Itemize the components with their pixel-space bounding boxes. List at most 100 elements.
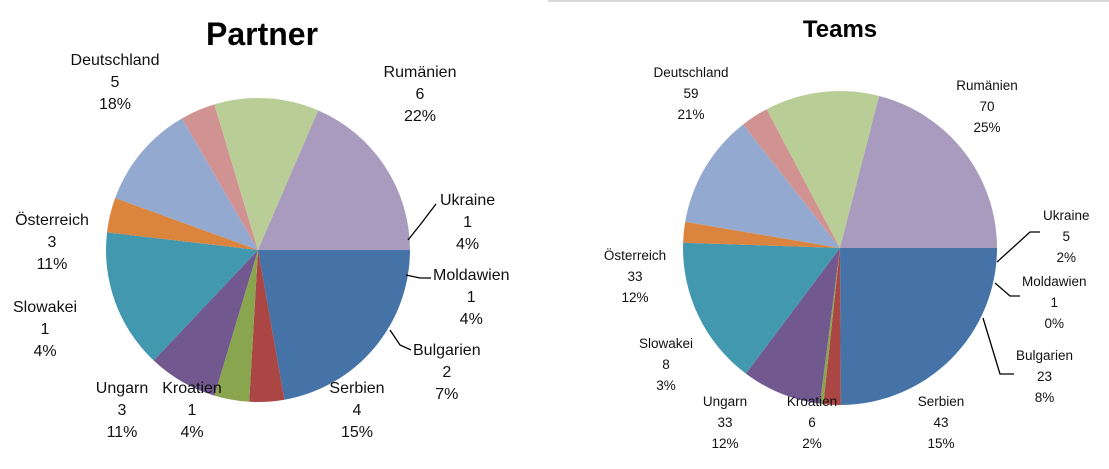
label-category: Slowakei bbox=[12, 299, 78, 316]
leader-line bbox=[405, 274, 431, 279]
pie-slice-partner-9 bbox=[258, 110, 410, 250]
label-value: 6 bbox=[415, 86, 425, 103]
label-category: Bulgarien bbox=[1016, 348, 1074, 363]
chart-title-partner: Partner bbox=[205, 16, 319, 52]
label-category: Ukraine bbox=[1043, 208, 1090, 223]
pie-slice-teams-9 bbox=[840, 95, 997, 248]
pie-slice-partner-3 bbox=[153, 250, 258, 396]
pie-slice-partner-2 bbox=[214, 250, 258, 402]
label-value: 33 bbox=[717, 415, 733, 430]
label-percent: 2% bbox=[1056, 250, 1077, 265]
label-percent: 8% bbox=[1034, 390, 1055, 405]
label-category: Bulgarien bbox=[413, 342, 481, 359]
data-label: Rumänien 70 25% bbox=[956, 75, 1018, 138]
label-percent: 11% bbox=[106, 424, 138, 441]
leader-line bbox=[994, 282, 1020, 297]
label-percent: 11% bbox=[36, 256, 68, 273]
label-category: Ukraine bbox=[440, 192, 496, 209]
pie-slice-partner-1 bbox=[249, 250, 285, 402]
label-category: Moldawien bbox=[1022, 274, 1087, 289]
pie-slice-teams-8 bbox=[766, 90, 880, 248]
data-label: Bulgarien 2 7% bbox=[413, 340, 481, 406]
label-value: 1 bbox=[466, 289, 476, 306]
pie-slice-partner-8 bbox=[214, 98, 319, 250]
label-value: 33 bbox=[627, 269, 643, 284]
pie-slice-teams-7 bbox=[743, 109, 840, 249]
label-percent: 21% bbox=[677, 107, 705, 122]
label-percent: 12% bbox=[621, 290, 649, 305]
label-percent: 15% bbox=[340, 424, 374, 441]
label-value: 59 bbox=[683, 86, 699, 101]
label-value: 3 bbox=[117, 402, 127, 419]
pie-slice-partner-0 bbox=[258, 250, 410, 400]
label-value: 8 bbox=[662, 357, 670, 372]
label-category: Ungarn bbox=[95, 380, 149, 397]
chart-title-teams: Teams bbox=[802, 16, 878, 43]
data-label: Deutschland 59 21% bbox=[653, 62, 728, 125]
label-category: Serbien bbox=[329, 380, 385, 397]
label-category: Deutschland bbox=[653, 65, 729, 80]
pie-slice-teams-4 bbox=[683, 242, 840, 374]
data-label: Ungarn 3 11% bbox=[96, 378, 148, 444]
data-label: Deutschland 5 18% bbox=[71, 50, 160, 116]
label-percent: 12% bbox=[711, 436, 739, 451]
data-label: Moldawien 1 4% bbox=[433, 265, 509, 331]
data-label: Slowakei 1 4% bbox=[13, 297, 77, 363]
label-category: Moldawien bbox=[433, 267, 510, 284]
label-value: 5 bbox=[110, 74, 120, 91]
data-label: Serbien 4 15% bbox=[329, 378, 384, 444]
label-category: Ungarn bbox=[702, 394, 748, 409]
label-category: Rumänien bbox=[383, 64, 457, 81]
data-label: Serbien 43 15% bbox=[918, 391, 965, 454]
pie-slice-teams-1 bbox=[823, 248, 841, 406]
pie-slice-teams-6 bbox=[685, 124, 840, 248]
data-label: Ukraine 1 4% bbox=[440, 190, 495, 256]
label-category: Deutschland bbox=[70, 52, 160, 69]
pie-slice-teams-5 bbox=[683, 221, 840, 248]
label-value: 1 bbox=[463, 214, 473, 231]
label-value: 1 bbox=[1050, 295, 1059, 310]
pie-slice-partner-7 bbox=[182, 104, 258, 251]
pie-slice-partner-6 bbox=[115, 118, 259, 250]
label-percent: 25% bbox=[973, 120, 1001, 135]
label-value: 1 bbox=[187, 402, 197, 419]
label-percent: 18% bbox=[98, 96, 132, 113]
label-category: Kroatien bbox=[786, 394, 838, 409]
label-percent: 4% bbox=[456, 236, 480, 253]
pie-slice-teams-0 bbox=[840, 248, 997, 405]
data-label: Rumänien 6 22% bbox=[384, 62, 457, 128]
label-percent: 15% bbox=[927, 436, 955, 451]
label-percent: 7% bbox=[435, 386, 459, 403]
data-label: Moldawien 1 0% bbox=[1022, 271, 1087, 334]
label-category: Slowakei bbox=[638, 336, 694, 351]
leader-line bbox=[996, 231, 1040, 263]
label-percent: 2% bbox=[802, 436, 822, 451]
data-label: Österreich 3 11% bbox=[15, 210, 89, 276]
pie-slice-partner-5 bbox=[107, 198, 258, 250]
leader-line bbox=[389, 329, 412, 351]
label-value: 4 bbox=[352, 402, 362, 419]
leader-line bbox=[982, 317, 1014, 375]
label-category: Serbien bbox=[917, 394, 965, 409]
label-category: Österreich bbox=[603, 248, 667, 263]
pie-slice-teams-2 bbox=[819, 248, 840, 405]
label-value: 2 bbox=[442, 364, 452, 381]
label-value: 5 bbox=[1062, 229, 1071, 244]
label-category: Österreich bbox=[15, 212, 89, 229]
data-label: Bulgarien 23 8% bbox=[1016, 345, 1073, 408]
label-percent: 4% bbox=[459, 311, 483, 328]
label-value: 6 bbox=[808, 415, 816, 430]
data-label: Kroatien 6 2% bbox=[787, 391, 837, 454]
pie-slice-teams-3 bbox=[745, 248, 840, 404]
label-percent: 4% bbox=[180, 424, 204, 441]
label-value: 43 bbox=[933, 415, 949, 430]
data-label: Ukraine 5 2% bbox=[1043, 205, 1090, 268]
data-label: Österreich 33 12% bbox=[604, 245, 666, 308]
data-label: Slowakei 8 3% bbox=[639, 333, 693, 396]
data-label: Kroatien 1 4% bbox=[162, 378, 222, 444]
pie-slice-partner-4 bbox=[106, 232, 258, 361]
chart-border-line bbox=[548, 0, 1109, 2]
label-value: 3 bbox=[47, 234, 57, 251]
label-value: 1 bbox=[40, 321, 50, 338]
